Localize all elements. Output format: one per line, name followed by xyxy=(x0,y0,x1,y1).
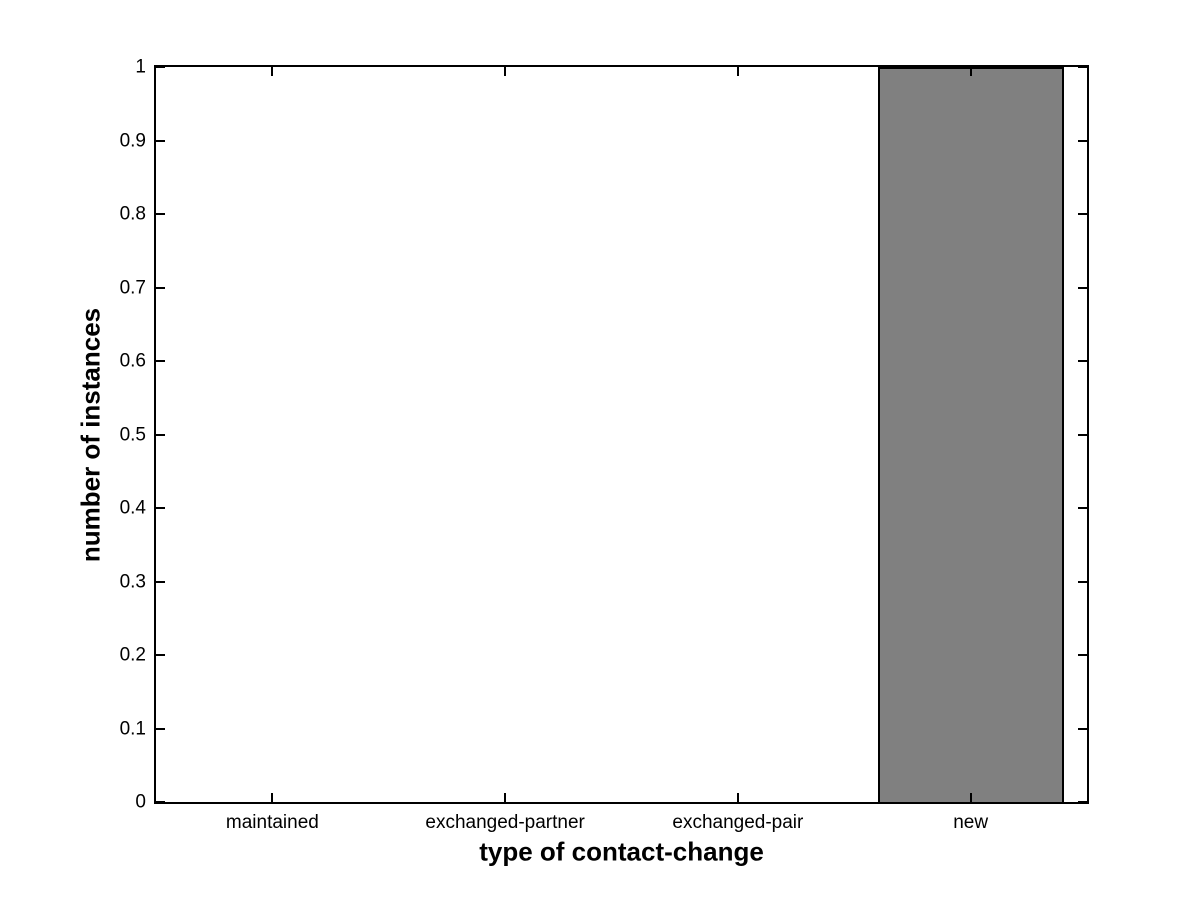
y-tick-label: 0.4 xyxy=(119,497,146,519)
x-tick-label: exchanged-partner xyxy=(425,812,585,833)
y-tick-mark-left xyxy=(156,507,165,509)
x-tick-mark-bottom xyxy=(504,793,507,802)
x-tick-mark-bottom xyxy=(271,793,274,802)
y-tick-mark-left xyxy=(156,654,165,656)
y-tick-mark-left xyxy=(156,139,165,142)
y-tick-mark-right xyxy=(1078,360,1087,362)
y-tick-label: 0.3 xyxy=(119,571,146,592)
plot-area xyxy=(154,65,1089,804)
y-tick-mark-right xyxy=(1078,507,1087,509)
x-tick-mark-top xyxy=(969,67,972,76)
x-tick-mark-bottom xyxy=(969,793,972,802)
y-tick-mark-left xyxy=(156,360,165,362)
x-tick-mark-bottom xyxy=(736,793,739,802)
y-axis-label: number of instances xyxy=(75,307,106,562)
x-axis-label: type of contact-change xyxy=(479,836,764,867)
y-tick-mark-left xyxy=(156,286,165,289)
y-tick-label: 0.6 xyxy=(119,350,146,372)
y-tick-mark-right xyxy=(1078,801,1087,803)
y-tick-mark-left xyxy=(156,433,165,436)
x-tick-label: new xyxy=(953,812,989,833)
y-tick-label: 0 xyxy=(135,791,146,813)
y-tick-label: 0.5 xyxy=(119,424,146,445)
y-tick-mark-right xyxy=(1078,580,1087,583)
y-tick-label: 0.8 xyxy=(119,203,146,225)
x-tick-label: maintained xyxy=(225,812,319,833)
bar-new xyxy=(877,67,1064,802)
y-tick-mark-left xyxy=(156,727,165,730)
x-tick-label: exchanged-pair xyxy=(672,812,804,833)
y-tick-mark-right xyxy=(1078,213,1087,215)
y-tick-mark-right xyxy=(1078,654,1087,656)
y-tick-mark-right xyxy=(1078,727,1087,730)
y-tick-label: 1 xyxy=(135,56,146,78)
y-tick-label: 0.9 xyxy=(119,130,146,151)
y-tick-mark-left xyxy=(156,580,165,583)
y-tick-mark-left xyxy=(156,66,165,68)
x-tick-mark-top xyxy=(504,67,507,76)
x-tick-mark-top xyxy=(736,67,739,76)
y-tick-mark-right xyxy=(1078,433,1087,436)
y-tick-mark-right xyxy=(1078,66,1087,68)
y-tick-label: 0.1 xyxy=(119,718,146,739)
y-tick-label: 0.2 xyxy=(119,644,146,666)
x-tick-mark-top xyxy=(271,67,274,76)
y-tick-mark-left xyxy=(156,801,165,803)
y-tick-mark-left xyxy=(156,213,165,215)
y-tick-mark-right xyxy=(1078,286,1087,289)
y-tick-label: 0.7 xyxy=(119,277,146,298)
y-tick-mark-right xyxy=(1078,139,1087,142)
